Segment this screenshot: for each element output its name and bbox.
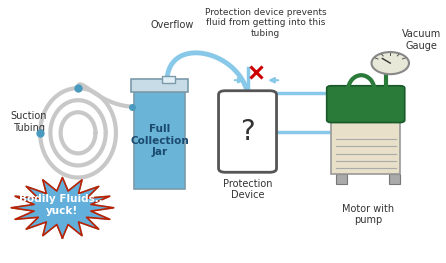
Text: Full
Collection
Jar: Full Collection Jar [130,124,189,157]
Text: Motor with
pump: Motor with pump [342,204,394,225]
Text: Bodily Fluids...
yuck!: Bodily Fluids... yuck! [19,194,106,216]
FancyBboxPatch shape [335,174,347,184]
Text: Protection
Device: Protection Device [223,179,272,200]
FancyBboxPatch shape [134,92,185,189]
FancyBboxPatch shape [331,120,401,174]
Circle shape [372,52,409,74]
FancyBboxPatch shape [326,86,405,123]
FancyBboxPatch shape [162,75,175,83]
Text: Suction
Tubing: Suction Tubing [11,112,47,133]
FancyBboxPatch shape [131,79,188,92]
Polygon shape [11,178,114,238]
Text: ?: ? [240,118,255,145]
Text: Protection device prevents
fluid from getting into this
tubing: Protection device prevents fluid from ge… [205,8,326,38]
FancyBboxPatch shape [389,174,401,184]
FancyBboxPatch shape [219,91,277,172]
Text: Overflow: Overflow [150,20,194,30]
Text: Vacuum
Gauge: Vacuum Gauge [402,29,441,50]
